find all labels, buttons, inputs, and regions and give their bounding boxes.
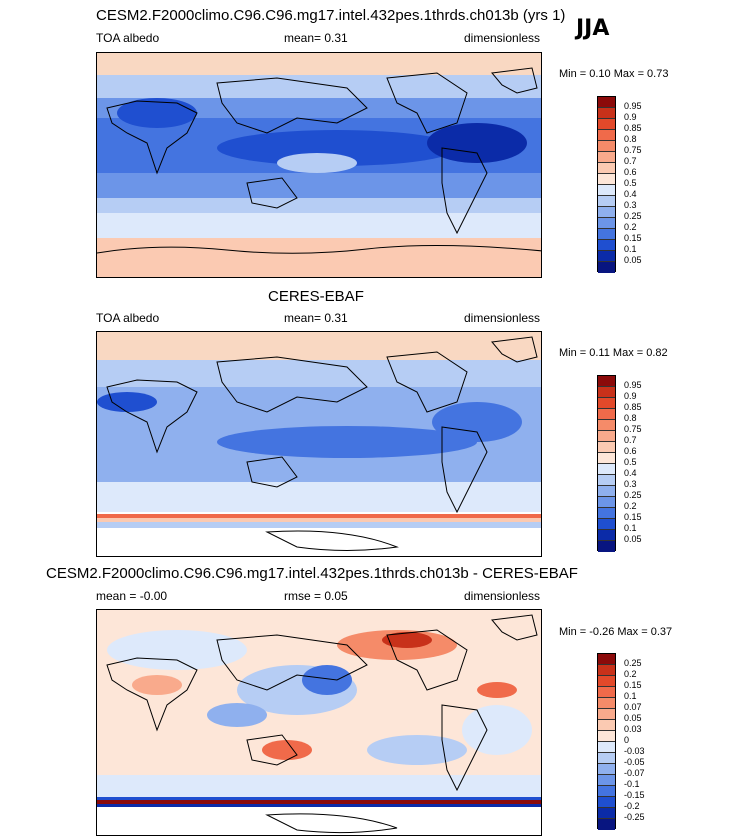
panel2-left-label: TOA albedo [96, 311, 160, 325]
panel1-units: dimensionless [464, 31, 541, 45]
panel2-minmax: Min = 0.11 Max = 0.82 [559, 347, 668, 359]
tick-label: 0.05 [624, 255, 642, 265]
tick-label: 0.5 [624, 457, 637, 467]
season-label: JJA [576, 16, 610, 41]
panel3-units: dimensionless [464, 589, 541, 603]
tick-label: 0.15 [624, 512, 642, 522]
panel1-minmax: Min = 0.10 Max = 0.73 [559, 68, 669, 80]
tick-label: 0.07 [624, 702, 642, 712]
tick-label: -0.1 [624, 779, 640, 789]
tick-label: 0.7 [624, 435, 637, 445]
tick-label: 0.75 [624, 145, 642, 155]
tick-label: 0.25 [624, 211, 642, 221]
tick-label: 0.9 [624, 112, 637, 122]
tick-label: 0.05 [624, 534, 642, 544]
colorbar-panel1 [597, 96, 616, 273]
tick-label: -0.03 [624, 746, 645, 756]
panel3-mean: mean = -0.00 [96, 589, 168, 603]
colorbar-panel2 [597, 375, 616, 552]
tick-label: 0.95 [624, 380, 642, 390]
panel3-minmax: Min = -0.26 Max = 0.37 [559, 626, 673, 638]
tick-label: 0.03 [624, 724, 642, 734]
tick-label: 0.6 [624, 446, 637, 456]
tick-label: 0.75 [624, 424, 642, 434]
tick-label: 0.85 [624, 123, 642, 133]
panel2-units: dimensionless [464, 311, 541, 325]
tick-label: -0.07 [624, 768, 645, 778]
tick-label: 0.4 [624, 189, 637, 199]
tick-label: 0.5 [624, 178, 637, 188]
panel3-rmse: rmse = 0.05 [284, 589, 348, 603]
tick-label: 0.15 [624, 680, 642, 690]
tick-label: 0.95 [624, 101, 642, 111]
tick-label: 0.7 [624, 156, 637, 166]
tick-label: -0.15 [624, 790, 645, 800]
tick-label: -0.2 [624, 801, 640, 811]
panel1-mean: mean= 0.31 [284, 31, 348, 45]
colorbar-panel3 [597, 653, 616, 830]
tick-label: 0.85 [624, 402, 642, 412]
panel3-map [96, 609, 542, 836]
tick-label: 0.3 [624, 479, 637, 489]
tick-label: 0.9 [624, 391, 637, 401]
tick-label: 0.2 [624, 501, 637, 511]
tick-label: 0.2 [624, 669, 637, 679]
panel1-title: CESM2.F2000climo.C96.C96.mg17.intel.432p… [96, 7, 566, 24]
panel3-title: CESM2.F2000climo.C96.C96.mg17.intel.432p… [46, 565, 578, 582]
tick-label: 0.3 [624, 200, 637, 210]
panel2-map [96, 331, 542, 557]
tick-label: 0.6 [624, 167, 637, 177]
panel2-mean: mean= 0.31 [284, 311, 348, 325]
tick-label: -0.25 [624, 812, 645, 822]
tick-label: 0 [624, 735, 630, 745]
tick-label: 0.8 [624, 413, 637, 423]
panel1-left-label: TOA albedo [96, 31, 160, 45]
panel2-title: CERES-EBAF [268, 288, 364, 305]
tick-label: 0.2 [624, 222, 637, 232]
panel1-map [96, 52, 542, 278]
tick-label: 0.1 [624, 523, 637, 533]
tick-label: 0.05 [624, 713, 642, 723]
tick-label: 0.1 [624, 244, 637, 254]
tick-label: -0.05 [624, 757, 645, 767]
tick-label: 0.8 [624, 134, 637, 144]
tick-label: 0.25 [624, 658, 642, 668]
tick-label: 0.25 [624, 490, 642, 500]
tick-label: 0.1 [624, 691, 637, 701]
tick-label: 0.15 [624, 233, 642, 243]
tick-label: 0.4 [624, 468, 637, 478]
